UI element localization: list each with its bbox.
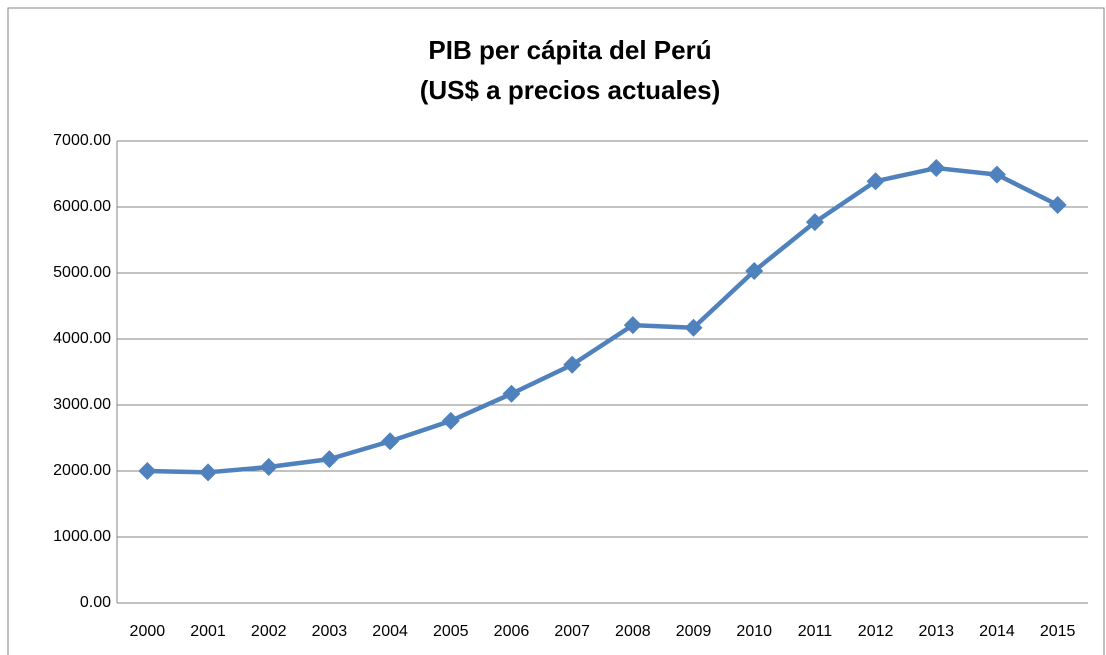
y-tick-label: 0.00 xyxy=(80,594,111,611)
marker xyxy=(623,316,642,335)
x-tick-label: 2015 xyxy=(1040,623,1076,640)
y-tick-label: 4000.00 xyxy=(53,330,111,347)
chart-border xyxy=(7,7,1105,655)
y-tick-label: 7000.00 xyxy=(53,132,111,149)
marker xyxy=(927,159,946,178)
x-tick-label: 2011 xyxy=(798,623,833,640)
marker xyxy=(987,165,1006,184)
x-tick-label: 2008 xyxy=(615,623,651,640)
marker xyxy=(1048,196,1067,215)
x-tick-label: 2007 xyxy=(554,623,590,640)
marker xyxy=(381,432,400,451)
marker xyxy=(320,450,339,469)
line xyxy=(147,165,1059,475)
x-tick-label: 2012 xyxy=(858,623,894,640)
marker xyxy=(745,262,764,281)
chart-subtitle: (US$ a precios actuales) xyxy=(420,75,721,105)
marker xyxy=(684,318,703,337)
y-tick-label: 5000.00 xyxy=(53,264,111,281)
x-tick-label: 2001 xyxy=(190,623,226,640)
marker xyxy=(805,213,824,232)
marker xyxy=(138,462,157,480)
marker xyxy=(563,355,582,374)
x-tick-label: 2005 xyxy=(433,623,469,640)
y-tick-label: 2000.00 xyxy=(53,462,111,479)
y-tick-label: 3000.00 xyxy=(53,396,111,413)
x-tick-label: 2010 xyxy=(736,623,772,640)
x-tick-label: 2009 xyxy=(676,623,712,640)
x-tick-label: 2002 xyxy=(251,623,287,640)
marker xyxy=(259,458,278,477)
marker xyxy=(441,411,460,430)
x-tick-label: 2013 xyxy=(918,623,954,640)
x-tick-label: 2006 xyxy=(494,623,530,640)
y-tick-label: 6000.00 xyxy=(53,198,111,215)
marker xyxy=(502,384,521,403)
marker xyxy=(866,172,885,191)
marker xyxy=(199,463,218,482)
x-tick-label: 2014 xyxy=(979,623,1015,640)
y-tick-label: 1000.00 xyxy=(53,528,111,545)
x-tick-label: 2000 xyxy=(130,623,166,640)
x-tick-label: 2004 xyxy=(372,623,408,640)
chart-title: PIB per cápita del Perú xyxy=(428,35,711,65)
x-tick-label: 2003 xyxy=(312,623,348,640)
